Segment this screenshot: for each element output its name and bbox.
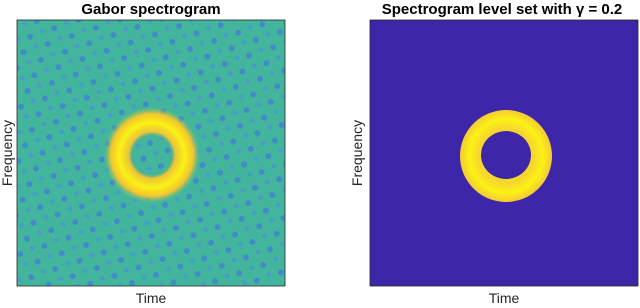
y-axis-label: Frequency: [0, 120, 15, 186]
axes-frame: [16, 19, 286, 287]
level-set-image: [370, 20, 638, 286]
x-axis-label: Time: [489, 290, 520, 306]
spectrogram-ring: [104, 107, 200, 203]
level-set-panel: Spectrogram level set with γ = 0.2 Time …: [349, 1, 639, 306]
panel-title: Gabor spectrogram: [81, 1, 220, 18]
axes-frame: [369, 19, 639, 287]
y-axis-label: Frequency: [349, 120, 365, 186]
level-set-ring: [460, 110, 553, 203]
panel-title: Spectrogram level set with γ = 0.2: [382, 1, 623, 18]
x-axis-label: Time: [136, 290, 167, 306]
spectrogram-panel: Gabor spectrogram Time Frequency: [0, 1, 286, 306]
